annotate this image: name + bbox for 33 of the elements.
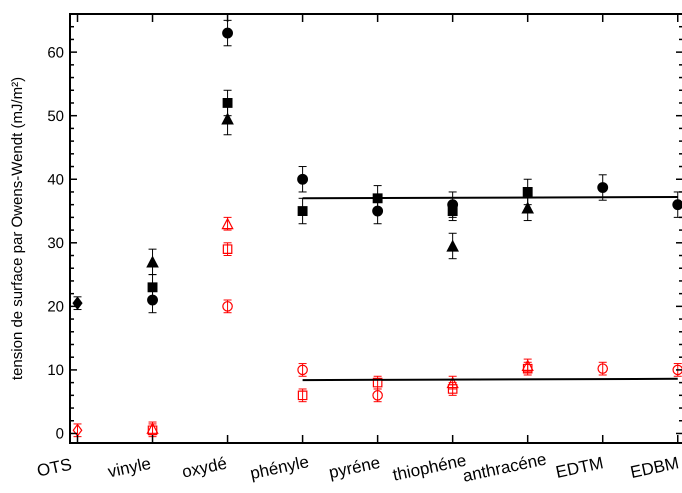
x-tick-label: oxydé — [180, 454, 229, 482]
point — [297, 174, 308, 185]
point — [522, 202, 534, 214]
point — [522, 364, 532, 374]
point — [147, 294, 158, 306]
point — [222, 28, 233, 38]
y-axis-title: tension de surface par Owens-Wendt (mJ/m²) — [9, 76, 26, 380]
point — [148, 282, 158, 292]
point — [146, 256, 158, 268]
y-tick-label: 20 — [47, 298, 64, 316]
point — [222, 244, 232, 254]
x-tick-label: phényle — [248, 452, 311, 484]
point — [522, 187, 533, 197]
x-tick-label: EDTM — [554, 453, 606, 482]
y-tick-label: 40 — [47, 171, 64, 188]
y-tick-label: 30 — [47, 235, 64, 252]
point — [298, 206, 308, 216]
point — [298, 390, 308, 400]
y-tick-label: 60 — [47, 44, 64, 62]
point — [448, 206, 458, 216]
x-tick-label: vinyle — [106, 454, 153, 482]
point — [597, 182, 608, 193]
point — [222, 98, 233, 108]
x-tick-label: pyréne — [327, 452, 382, 482]
point — [372, 206, 384, 216]
y-tick-label: 50 — [47, 108, 64, 125]
x-tick-label: EDBM — [628, 453, 681, 482]
point — [222, 113, 234, 125]
x-tick-label: OTS — [35, 454, 74, 481]
point — [672, 199, 682, 210]
y-tick-label: 0 — [56, 426, 64, 443]
y-tick-label: 10 — [47, 362, 64, 380]
point — [446, 240, 459, 252]
